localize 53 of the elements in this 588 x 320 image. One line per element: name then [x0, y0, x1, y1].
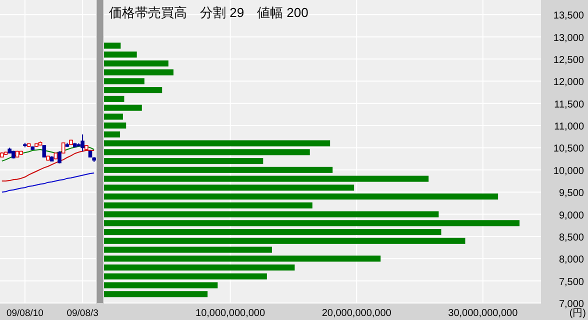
y-tick-label: 12,500	[553, 55, 584, 66]
bar	[104, 166, 333, 173]
chart-title: 価格帯売買高 分割 29 値幅 200	[109, 5, 308, 20]
x-tick-label: 30,000,000,000	[448, 308, 518, 319]
y-tick-label: 8,500	[558, 232, 584, 244]
y-tick-label: 11,000	[554, 122, 584, 133]
bar	[104, 140, 330, 146]
bar	[104, 176, 429, 182]
bar	[104, 264, 295, 271]
candlestick	[80, 134, 84, 152]
candlestick	[42, 144, 46, 158]
bar	[104, 202, 312, 208]
bar	[104, 122, 126, 129]
y-axis-title: (円)	[569, 308, 586, 319]
candlestick	[58, 150, 62, 164]
x-tick-label: 10,000,000,000	[196, 308, 266, 319]
bar	[104, 291, 208, 298]
bar	[104, 256, 381, 262]
bar	[104, 211, 439, 218]
bar	[104, 42, 121, 49]
bar	[104, 69, 174, 76]
bar	[104, 104, 142, 111]
bar	[104, 52, 137, 58]
y-tick-label: 7,500	[558, 276, 584, 288]
y-tick-label: 10,000	[553, 166, 584, 177]
bar	[104, 149, 310, 156]
y-tick-label: 7,000	[558, 299, 584, 310]
bar	[104, 96, 124, 102]
y-tick-label: 13,000	[553, 32, 584, 44]
bar	[104, 78, 144, 84]
bar	[104, 220, 520, 226]
x-tick-label: 09/08/3	[66, 308, 98, 319]
y-tick-label: 13,500	[553, 10, 584, 22]
bar	[104, 282, 218, 288]
bar	[104, 246, 272, 253]
y-tick-label: 10,500	[553, 144, 584, 155]
bar	[104, 114, 123, 120]
x-tick-label: 09/08/10	[6, 308, 44, 319]
bar	[104, 229, 442, 236]
bar	[104, 273, 267, 280]
y-tick-label: 9,000	[558, 210, 584, 222]
bar	[104, 184, 354, 191]
y-tick-label: 8,000	[558, 254, 584, 266]
bar	[104, 60, 168, 66]
y-tick-label: 11,500	[554, 99, 584, 110]
bar	[104, 158, 264, 164]
bar	[104, 194, 498, 200]
x-tick-label: 20,000,000,000	[322, 308, 392, 319]
y-tick-label: 12,000	[553, 77, 584, 88]
y-tick-label: 9,500	[558, 188, 584, 200]
bar	[104, 87, 162, 94]
bar	[104, 238, 466, 244]
bar	[104, 131, 120, 138]
